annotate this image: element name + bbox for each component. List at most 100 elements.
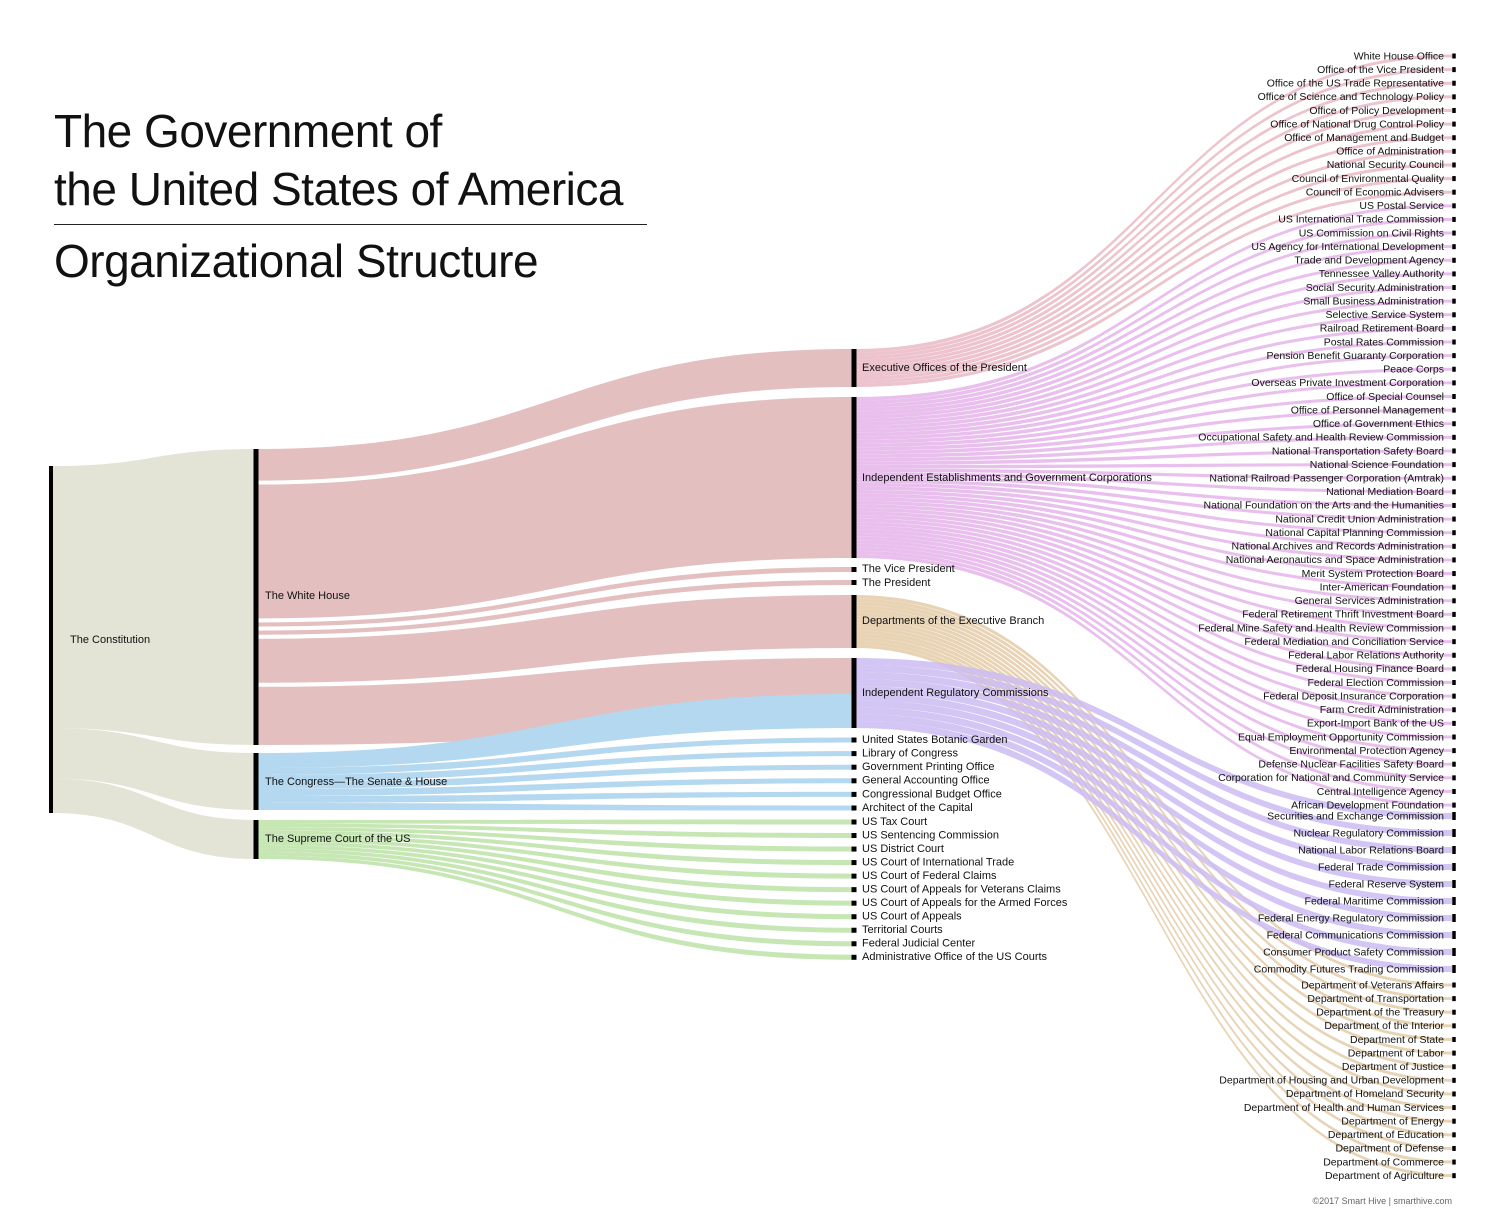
leaf-label-national-capital-planning-commission: National Capital Planning Commission	[1265, 527, 1444, 539]
leaf-bar-national-labor-relations-board	[1452, 846, 1456, 854]
flow-to-national-archives-and-records-administration	[854, 486, 1452, 548]
flow-to-white-house-office	[854, 54, 1452, 353]
flow-to-office-of-management-and-budget	[854, 136, 1452, 374]
leaf-label-merit-system-protection-board: Merit System Protection Board	[1302, 568, 1445, 580]
title-line-1: The Government of	[54, 105, 442, 157]
flow-to-national-transportation-safety-board	[854, 449, 1452, 465]
flow-to-national-capital-planning-commission	[854, 482, 1452, 535]
node-bar-architect-of-the-capital	[851, 805, 857, 811]
leaf-label-overseas-private-investment-corporation: Overseas Private Investment Corporation	[1251, 377, 1444, 389]
leaf-bar-national-credit-union-administration	[1452, 516, 1456, 522]
subtitle: Organizational Structure	[54, 235, 539, 287]
node-bar-us-district-court	[851, 846, 857, 852]
flow-to-department-of-defense	[854, 637, 1452, 1150]
node-bar-us-court-of-appeals-for-veterans-claims	[851, 887, 857, 893]
node-label-government-printing-office: Government Printing Office	[862, 761, 994, 773]
leaf-bar-national-mediation-board	[1452, 489, 1456, 495]
flow-to-african-development-foundation	[854, 554, 1452, 807]
leaf-bar-white-house-office	[1452, 53, 1456, 59]
flow-to-national-railroad-passenger-corporation-amtrak	[854, 468, 1452, 480]
leaf-bar-environmental-protection-agency	[1452, 748, 1456, 754]
node-label-us-court-of-appeals: US Court of Appeals	[862, 911, 962, 923]
title-line-2: the United States of America	[54, 163, 623, 215]
leaf-bar-national-science-foundation	[1452, 462, 1456, 468]
flow-to-equal-employment-opportunity-commission	[854, 536, 1452, 739]
node-label-general-accounting-office: General Accounting Office	[862, 775, 990, 787]
leaf-bar-merit-system-protection-board	[1452, 571, 1456, 577]
leaf-label-securities-and-exchange-commission: Securities and Exchange Commission	[1267, 810, 1444, 822]
leaf-bar-central-intelligence-agency	[1452, 788, 1456, 794]
node-bar-the-white-house	[253, 449, 259, 745]
node-label-departments-of-the-executive-branch: Departments of the Executive Branch	[862, 615, 1044, 627]
leaf-label-federal-retirement-thrift-investment-board: Federal Retirement Thrift Investment Boa…	[1242, 609, 1444, 621]
node-bar-congressional-budget-office	[851, 791, 857, 797]
leaf-label-pension-benefit-guaranty-corporation: Pension Benefit Guaranty Corporation	[1267, 350, 1445, 362]
leaf-label-occupational-safety-and-health-review-commission: Occupational Safety and Health Review Co…	[1198, 432, 1444, 444]
leaf-bar-equal-employment-opportunity-commission	[1452, 734, 1456, 740]
node-label-the-vice-president: The Vice President	[862, 563, 955, 575]
node-label-the-white-house: The White House	[265, 590, 350, 602]
leaf-label-national-aeronautics-and-space-administration: National Aeronautics and Space Administr…	[1226, 554, 1444, 566]
node-label-constitution: The Constitution	[70, 634, 150, 646]
leaf-bar-federal-housing-finance-board	[1452, 666, 1456, 672]
leaf-bar-federal-election-commission	[1452, 680, 1456, 686]
flow-to-office-of-government-ethics	[854, 422, 1452, 458]
leaf-label-commodity-futures-trading-commission: Commodity Futures Trading Commission	[1254, 963, 1444, 975]
flow-congress-to-architect-of-the-capital	[256, 803, 854, 811]
leaf-label-environmental-protection-agency: Environmental Protection Agency	[1289, 745, 1444, 757]
flow-to-department-of-housing-and-urban-development	[854, 619, 1452, 1082]
leaf-label-national-mediation-board: National Mediation Board	[1326, 486, 1444, 498]
flow-to-department-of-veterans-affairs	[854, 595, 1452, 987]
leaf-bar-office-of-management-and-budget	[1452, 135, 1456, 141]
flow-to-federal-trade-commission	[854, 679, 1452, 870]
flow-court-to-us-tax-court	[256, 819, 854, 825]
flow-to-consumer-product-safety-commission	[854, 714, 1452, 955]
node-label-library-of-congress: Library of Congress	[862, 748, 958, 760]
flow-to-federal-energy-regulatory-commission	[854, 700, 1452, 921]
node-label-united-states-botanic-garden: United States Botanic Garden	[862, 734, 1008, 746]
node-bar-administrative-office-of-the-us-courts	[851, 954, 857, 960]
node-label-us-court-of-appeals-for-veterans-claims: US Court of Appeals for Veterans Claims	[862, 884, 1061, 896]
leaf-label-farm-credit-administration: Farm Credit Administration	[1320, 704, 1444, 716]
leaf-bar-office-of-science-and-technology-policy	[1452, 94, 1456, 100]
flow-to-merit-system-protection-board	[854, 493, 1452, 576]
flow-to-railroad-retirement-board	[854, 326, 1452, 433]
flow-layer	[51, 54, 1452, 1178]
leaf-bar-office-of-personnel-management	[1452, 407, 1456, 413]
leaf-label-federal-reserve-system: Federal Reserve System	[1328, 878, 1444, 890]
leaf-bar-us-agency-for-international-development	[1452, 244, 1456, 250]
node-bar-layer	[49, 53, 1456, 1179]
node-bar-us-court-of-appeals	[851, 914, 857, 920]
flow-to-federal-maritime-commission	[854, 693, 1452, 904]
flow-to-office-of-personnel-management	[854, 408, 1452, 455]
flow-to-pension-benefit-guaranty-corporation	[854, 354, 1452, 440]
leaf-label-national-security-council: National Security Council	[1327, 159, 1444, 171]
flow-to-defense-nuclear-facilities-safety-board	[854, 543, 1452, 766]
leaf-bar-department-of-justice	[1452, 1064, 1456, 1070]
credit-text: ©2017 Smart Hive | smarthive.com	[1312, 1196, 1452, 1206]
flow-court-to-territorial-courts	[256, 848, 854, 933]
leaf-bar-department-of-the-treasury	[1452, 1009, 1456, 1015]
leaf-label-us-international-trade-commission: US International Trade Commission	[1278, 214, 1444, 226]
flow-congress-to-united-states-botanic-garden	[256, 737, 854, 775]
leaf-bar-selective-service-system	[1452, 312, 1456, 318]
leaf-bar-national-archives-and-records-administration	[1452, 543, 1456, 549]
leaf-bar-department-of-homeland-security	[1452, 1091, 1456, 1097]
leaf-bar-federal-reserve-system	[1452, 880, 1456, 888]
node-label-the-supreme-court-of-the-us: The Supreme Court of the US	[265, 833, 411, 845]
node-label-architect-of-the-capital: Architect of the Capital	[862, 802, 973, 814]
leaf-bar-federal-mine-safety-and-health-review-commission	[1452, 625, 1456, 631]
leaf-bar-railroad-retirement-board	[1452, 325, 1456, 331]
flow-to-national-labor-relations-board	[854, 672, 1452, 853]
flow-to-national-aeronautics-and-space-administration	[854, 490, 1452, 562]
leaf-label-us-commission-on-civil-rights: US Commission on Civil Rights	[1299, 227, 1444, 239]
leaf-bar-federal-maritime-commission	[1452, 897, 1456, 905]
leaf-label-general-services-administration: General Services Administration	[1295, 595, 1445, 607]
leaf-label-us-agency-for-international-development: US Agency for International Development	[1251, 241, 1444, 253]
node-bar-the-president	[851, 580, 857, 585]
flow-to-national-foundation-on-the-arts-and-the-humanities	[854, 475, 1452, 507]
leaf-label-department-of-defense: Department of Defense	[1335, 1143, 1444, 1155]
leaf-label-federal-housing-finance-board: Federal Housing Finance Board	[1296, 663, 1444, 675]
flow-to-office-of-the-us-trade-representative	[854, 81, 1452, 360]
